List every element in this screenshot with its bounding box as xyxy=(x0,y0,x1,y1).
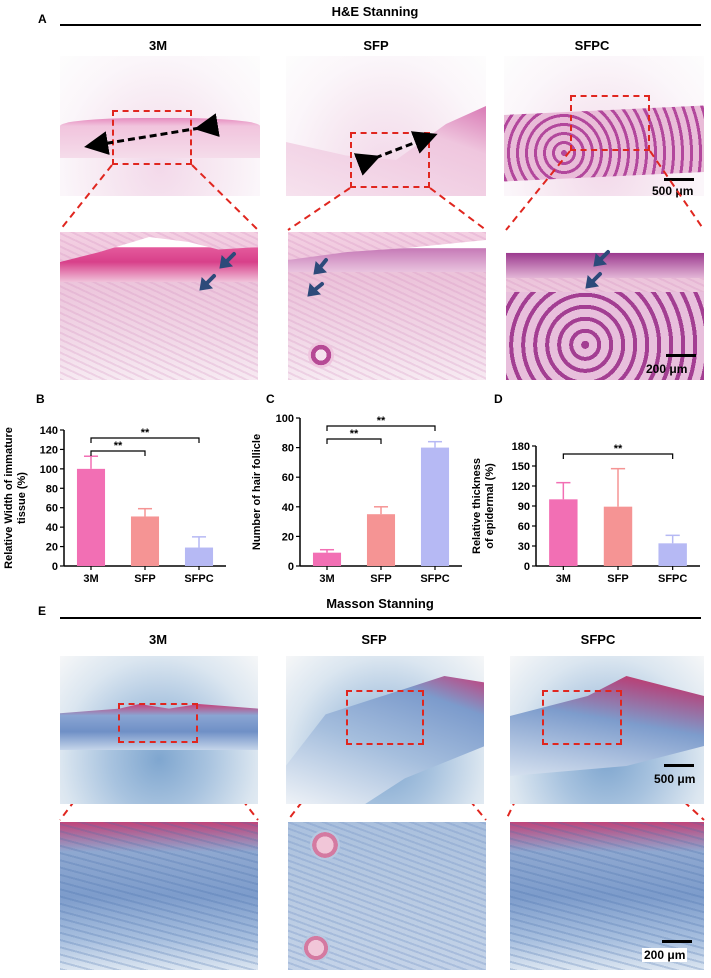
masson-col-label-sfpc: SFPC xyxy=(580,632,616,647)
he-scale-text-low: 500 μm xyxy=(652,184,694,198)
y-axis-label-line: Relative thickness xyxy=(471,458,483,554)
x-tick-label: 3M xyxy=(83,573,98,585)
panel-letter-b: B xyxy=(36,392,45,406)
he-title-rule xyxy=(60,24,701,26)
significance-label: ** xyxy=(377,415,386,427)
x-tick-label: SFPC xyxy=(184,573,213,585)
y-tick-label: 0 xyxy=(288,561,294,573)
x-tick-label: 3M xyxy=(319,573,334,585)
y-tick-label: 40 xyxy=(282,502,294,514)
masson-low-image-3m xyxy=(60,656,258,804)
panel-letter-c: C xyxy=(266,392,275,406)
panel-letter-a: A xyxy=(38,12,47,26)
he-col-label-sfpc: SFPC xyxy=(574,38,610,53)
bar-sfpc xyxy=(658,543,687,566)
bar-sfpc xyxy=(420,447,450,566)
he-scale-text-high: 200 μm xyxy=(646,362,688,376)
masson-scale-text-low: 500 μm xyxy=(654,772,696,786)
masson-scale-bar-low xyxy=(664,764,694,767)
he-epidermis-arrows xyxy=(199,250,610,297)
chart-c: 0 20 40 60 80 100 3M SFP SFPC ** ** Number of hair … xyxy=(251,413,462,585)
y-axis-label: Number of hair follicle xyxy=(251,434,263,550)
y-tick-label: 60 xyxy=(518,521,530,533)
y-axis-label-line: of epidermal (%) xyxy=(484,463,496,549)
masson-scale-text-high: 200 μm xyxy=(642,948,688,962)
bar-sfpc xyxy=(184,547,214,566)
significance-label: ** xyxy=(350,428,359,440)
he-width-arrow-3m xyxy=(84,113,220,155)
y-axis-label-line: Number of hair follicle xyxy=(251,434,263,550)
bar-sfp xyxy=(366,514,396,566)
significance-label: ** xyxy=(614,443,623,455)
y-tick-label: 0 xyxy=(524,561,530,573)
x-tick-label: SFP xyxy=(134,573,155,585)
y-tick-label: 90 xyxy=(518,501,530,513)
y-tick-label: 120 xyxy=(40,444,58,456)
masson-low-image-sfp xyxy=(286,656,484,804)
he-col-label-sfp: SFP xyxy=(363,38,389,53)
masson-section-title: Masson Stanning xyxy=(326,596,434,611)
masson-high-image-sfp xyxy=(288,822,486,970)
he-col-label-3m: 3M xyxy=(148,38,168,53)
he-zoom-box-sfpc xyxy=(570,95,650,151)
masson-zoom-box-3m xyxy=(118,703,198,743)
bar-3m xyxy=(312,552,342,566)
significance-bracket xyxy=(562,453,674,459)
x-tick-label: SFPC xyxy=(420,573,449,585)
he-low-image-sfp xyxy=(286,56,486,196)
he-width-arrows xyxy=(84,113,438,176)
significance-label: ** xyxy=(114,440,123,452)
masson-high-image-3m xyxy=(60,822,258,970)
significance-label: ** xyxy=(141,427,150,439)
he-low-image-sfpc xyxy=(504,56,704,196)
y-axis-label-line: tissue (%) xyxy=(16,472,28,524)
x-tick-label: 3M xyxy=(556,573,571,585)
masson-scale-bar-high xyxy=(662,940,692,943)
y-axis-label-line: Relative Width of immature xyxy=(3,427,15,569)
masson-zoom-box-sfpc xyxy=(542,690,622,745)
significance-bracket xyxy=(326,438,382,444)
he-high-image-sfp xyxy=(288,232,486,380)
significance-bracket xyxy=(90,450,146,456)
panel-letter-d: D xyxy=(494,392,503,406)
bar-sfp xyxy=(130,516,160,566)
y-tick-label: 120 xyxy=(512,481,530,493)
y-tick-label: 20 xyxy=(46,542,58,554)
bar-sfp xyxy=(603,506,633,566)
panel-letter-e: E xyxy=(38,604,47,618)
y-tick-label: 80 xyxy=(46,483,58,495)
bar-3m xyxy=(76,468,106,566)
y-tick-label: 60 xyxy=(282,472,294,484)
masson-title-rule xyxy=(60,617,701,619)
masson-col-label-sfp: SFP xyxy=(361,632,387,647)
he-width-arrow-sfp xyxy=(353,131,438,176)
significance-bracket xyxy=(326,425,436,431)
masson-col-label-3m: 3M xyxy=(148,632,168,647)
chart-d: 0 30 60 90 120 150 180 3M SFP SFPC ** Relative thic… xyxy=(471,441,700,585)
y-tick-label: 20 xyxy=(282,531,294,543)
he-scale-bar-high xyxy=(666,354,696,357)
y-tick-label: 100 xyxy=(40,464,58,476)
he-scale-bar-low xyxy=(664,178,694,181)
y-tick-label: 100 xyxy=(276,413,294,425)
x-tick-label: SFP xyxy=(607,573,628,585)
y-tick-label: 60 xyxy=(46,503,58,515)
y-tick-label: 40 xyxy=(46,522,58,534)
y-tick-label: 140 xyxy=(40,425,58,437)
y-tick-label: 30 xyxy=(518,541,530,553)
y-axis-label: Relative Width of immature tissue (%) xyxy=(3,427,28,569)
he-section-title: H&E Stanning xyxy=(331,4,419,19)
x-tick-label: SFPC xyxy=(658,573,687,585)
y-tick-label: 180 xyxy=(512,441,530,453)
significance-bracket xyxy=(90,437,200,443)
masson-high-image-sfpc xyxy=(510,822,704,970)
chart-b: 0 20 40 60 80 100 120 140 3M SFP SFPC ** ** Relative … xyxy=(3,425,226,585)
y-tick-label: 80 xyxy=(282,443,294,455)
bar-3m xyxy=(549,499,578,566)
y-tick-label: 0 xyxy=(52,561,58,573)
x-tick-label: SFP xyxy=(370,573,391,585)
y-axis-label: Relative thickness of epidermal (%) xyxy=(471,458,496,554)
masson-zoom-box-sfp xyxy=(346,690,424,745)
y-tick-label: 150 xyxy=(512,461,530,473)
